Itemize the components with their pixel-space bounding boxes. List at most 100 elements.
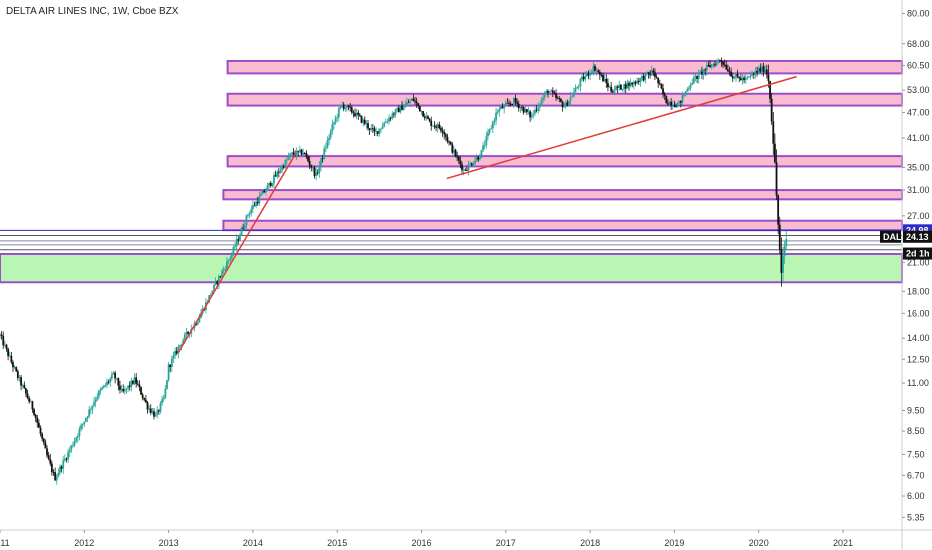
candle-302 <box>488 128 491 136</box>
candle-216 <box>349 102 352 112</box>
candle-88 <box>141 392 144 401</box>
candle-body <box>401 105 403 111</box>
candle-body <box>701 71 703 75</box>
candle-41 <box>65 457 68 463</box>
candle-373 <box>603 74 606 82</box>
candle-body <box>109 378 112 383</box>
candle-body <box>722 61 724 65</box>
candle-body <box>658 83 661 85</box>
candle-body <box>42 438 45 443</box>
candle-body <box>167 364 170 381</box>
candle-body <box>303 153 306 155</box>
candle-body <box>23 385 26 389</box>
candle-354 <box>572 87 575 98</box>
candle-body <box>336 117 339 119</box>
x-tick-label-7: 2018 <box>580 538 600 548</box>
candle-309 <box>500 104 502 110</box>
candle-body <box>20 377 22 386</box>
candle-93 <box>149 404 152 416</box>
candle-body <box>284 160 287 168</box>
candle-3 <box>3 340 6 348</box>
candle-48 <box>76 433 79 443</box>
candle-390 <box>631 82 634 88</box>
candle-378 <box>611 88 614 94</box>
candle-body <box>592 66 595 73</box>
candle-317 <box>513 97 515 108</box>
candle-body <box>180 344 183 346</box>
candle-body <box>358 114 361 116</box>
candle-258 <box>417 102 420 110</box>
candle-312 <box>504 99 507 106</box>
candle-324 <box>524 106 527 113</box>
candle-175 <box>282 164 285 170</box>
candle-318 <box>514 94 517 106</box>
candle-body <box>182 340 185 345</box>
candle-224 <box>362 118 365 127</box>
candle-body <box>624 84 627 89</box>
candle-body <box>323 148 326 159</box>
candle-360 <box>582 72 585 82</box>
candle-247 <box>399 105 402 114</box>
candle-body <box>782 256 784 273</box>
candle-body <box>522 107 525 113</box>
candle-155 <box>250 205 253 217</box>
candle-body <box>594 66 596 71</box>
candle-body <box>777 195 780 225</box>
candle-body <box>13 367 16 368</box>
candle-body <box>52 472 55 473</box>
candle-377 <box>610 81 613 93</box>
candle-436 <box>705 61 708 76</box>
candle-body <box>384 122 387 124</box>
candle-body <box>778 224 781 250</box>
candle-406 <box>657 77 660 88</box>
candle-body <box>8 355 11 357</box>
candle-341 <box>551 87 554 98</box>
candle-body <box>81 423 84 426</box>
candle-body <box>54 472 57 481</box>
candle-336 <box>543 91 546 101</box>
candle-body <box>769 81 771 99</box>
candle-171 <box>276 169 279 179</box>
candle-249 <box>402 103 405 111</box>
candle-body <box>485 136 488 146</box>
candle-body <box>290 152 293 154</box>
candle-body <box>295 150 298 156</box>
candle-411 <box>665 95 668 104</box>
candle-64 <box>102 385 105 389</box>
candle-275 <box>444 132 447 141</box>
candle-body <box>391 113 394 119</box>
ticker-tag-label-1: DAL <box>883 232 902 242</box>
candle-body <box>170 358 173 367</box>
candle-212 <box>342 101 345 112</box>
candle-body <box>10 355 13 363</box>
candle-body <box>222 269 225 272</box>
candle-15 <box>23 381 26 389</box>
y-tick-label-16: 8.50 <box>907 426 925 436</box>
candle-body <box>696 75 698 79</box>
candle-body <box>482 145 484 150</box>
candle-body <box>534 109 536 114</box>
candle-369 <box>597 68 600 74</box>
candle-14 <box>21 383 24 389</box>
candle-22 <box>34 413 37 422</box>
candle-body <box>216 281 219 284</box>
candle-body <box>639 77 642 83</box>
candle-176 <box>284 158 287 169</box>
candle-body <box>521 107 523 108</box>
candle-463 <box>749 71 752 80</box>
candle-body <box>76 436 79 438</box>
candle-body <box>670 101 673 106</box>
candle-body <box>600 74 603 76</box>
candle-381 <box>616 85 619 93</box>
candle-279 <box>451 141 454 155</box>
candle-body <box>70 445 73 450</box>
candle-236 <box>381 122 384 130</box>
candle-347 <box>561 100 564 112</box>
candle-body <box>274 175 277 177</box>
candle-238 <box>384 118 387 124</box>
candle-body <box>589 72 591 76</box>
candle-body <box>668 101 671 105</box>
candle-235 <box>380 128 382 134</box>
candle-body <box>341 104 343 106</box>
